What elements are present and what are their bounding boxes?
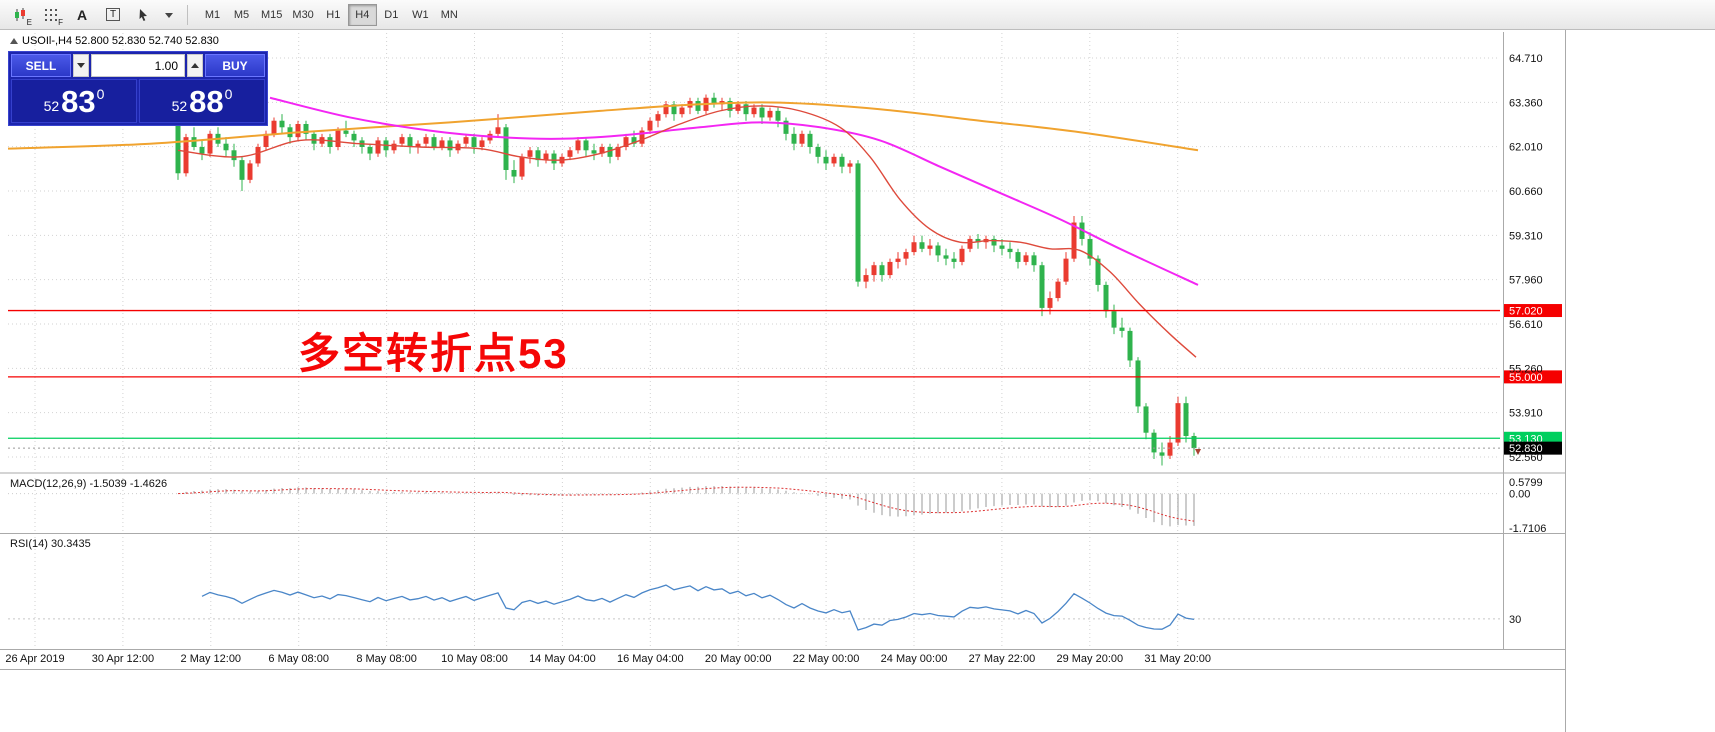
volume-input[interactable] [91, 54, 185, 77]
svg-text:59.310: 59.310 [1509, 230, 1543, 242]
timeframe-button-m30[interactable]: M30 [292, 8, 314, 21]
volume-decrease-button[interactable] [73, 54, 89, 77]
svg-text:24 May 00:00: 24 May 00:00 [881, 653, 948, 665]
buy-price-fraction: 0 [224, 86, 233, 102]
svg-text:8 May 08:00: 8 May 08:00 [356, 653, 417, 665]
buy-price-int: 52 [171, 98, 188, 114]
svg-text:57.960: 57.960 [1509, 275, 1543, 287]
sell-price-pips: 83 [61, 83, 96, 119]
timeframe-button-mn[interactable]: MN [440, 8, 458, 21]
timeframe-button-m15[interactable]: M15 [261, 8, 283, 21]
text-box-icon[interactable]: T [99, 2, 127, 28]
svg-text:14 May 04:00: 14 May 04:00 [529, 653, 596, 665]
buy-price-pips: 88 [189, 83, 224, 119]
svg-text:30: 30 [1509, 614, 1521, 626]
cursor-tool-icon[interactable] [130, 2, 158, 28]
svg-text:-1.7106: -1.7106 [1509, 523, 1546, 535]
triangle-up-icon [191, 63, 199, 68]
last-price-marker [1195, 449, 1201, 455]
timeframe-button-d1[interactable]: D1 [384, 8, 399, 21]
text-label-icon[interactable]: A [76, 6, 88, 23]
timeframe-button-m5[interactable]: M5 [233, 8, 250, 21]
svg-text:29 May 20:00: 29 May 20:00 [1056, 653, 1123, 665]
svg-text:60.660: 60.660 [1509, 186, 1543, 198]
svg-text:16 May 04:00: 16 May 04:00 [617, 653, 684, 665]
buy-price-display[interactable]: 52 88 0 [139, 79, 265, 123]
svg-text:30 Apr 12:00: 30 Apr 12:00 [92, 653, 154, 665]
svg-text:31 May 20:00: 31 May 20:00 [1144, 653, 1211, 665]
svg-text:57.020: 57.020 [1509, 306, 1543, 318]
indicator-layer [8, 485, 1500, 631]
svg-text:63.360: 63.360 [1509, 97, 1543, 109]
svg-text:26 Apr 2019: 26 Apr 2019 [5, 653, 64, 665]
sell-button[interactable]: SELL [11, 54, 71, 77]
timeframe-button-m1[interactable]: M1 [204, 8, 221, 21]
svg-text:62.010: 62.010 [1509, 142, 1543, 154]
sell-price-fraction: 0 [96, 86, 105, 102]
svg-text:27 May 22:00: 27 May 22:00 [969, 653, 1036, 665]
svg-text:55.000: 55.000 [1509, 372, 1543, 384]
svg-text:22 May 00:00: 22 May 00:00 [793, 653, 860, 665]
symbol-icon [10, 38, 18, 44]
svg-text:6 May 08:00: 6 May 08:00 [268, 653, 329, 665]
buy-button[interactable]: BUY [205, 54, 265, 77]
svg-text:20 May 00:00: 20 May 00:00 [705, 653, 772, 665]
volume-increase-button[interactable] [187, 54, 203, 77]
frame-layer [0, 0, 1566, 732]
chevron-down-icon[interactable] [161, 2, 177, 28]
one-click-trading-panel: SELL BUY 52 83 0 52 88 0 [8, 51, 268, 126]
macd-label: MACD(12,26,9) -1.5039 -1.4626 [10, 478, 168, 490]
timeframe-button-w1[interactable]: W1 [412, 8, 429, 21]
candlestick-chart-icon[interactable]: E [6, 2, 34, 28]
toolbar-separator [187, 4, 188, 25]
svg-text:52.830: 52.830 [1509, 443, 1543, 455]
svg-text:0.00: 0.00 [1509, 489, 1530, 501]
timeframe-button-group: M1 M5 M15 M30 H1 H4 D1 W1 MN [198, 3, 464, 26]
sell-price-int: 52 [43, 98, 60, 114]
timeframe-button-h1[interactable]: H1 [326, 8, 341, 21]
svg-text:52.560: 52.560 [1509, 452, 1543, 464]
svg-text:2 May 12:00: 2 May 12:00 [181, 653, 242, 665]
chart-symbol-ohlc: USOIl-,H4 52.800 52.830 52.740 52.830 [10, 35, 219, 47]
svg-text:53.910: 53.910 [1509, 408, 1543, 420]
svg-text:10 May 08:00: 10 May 08:00 [441, 653, 508, 665]
symbol-ohlc-text: USOIl-,H4 52.800 52.830 52.740 52.830 [22, 35, 219, 47]
svg-text:64.710: 64.710 [1509, 53, 1543, 65]
grid-icon[interactable]: F [37, 2, 65, 28]
chart-annotation: 多空转折点53 [298, 330, 569, 377]
triangle-down-icon [77, 63, 85, 68]
timeframe-button-h4[interactable]: H4 [347, 3, 377, 26]
ma-lines-layer [7, 96, 1199, 358]
svg-text:56.610: 56.610 [1509, 319, 1543, 331]
svg-text:55.260: 55.260 [1509, 363, 1543, 375]
sell-price-display[interactable]: 52 83 0 [11, 79, 137, 123]
svg-text:0.5799: 0.5799 [1509, 477, 1543, 489]
candles-layer [175, 92, 1197, 466]
rsi-label: RSI(14) 30.3435 [10, 538, 91, 550]
axis-labels-layer: 64.710 63.360 62.010 60.660 59.310 57.960 56.6… [5, 53, 1546, 665]
